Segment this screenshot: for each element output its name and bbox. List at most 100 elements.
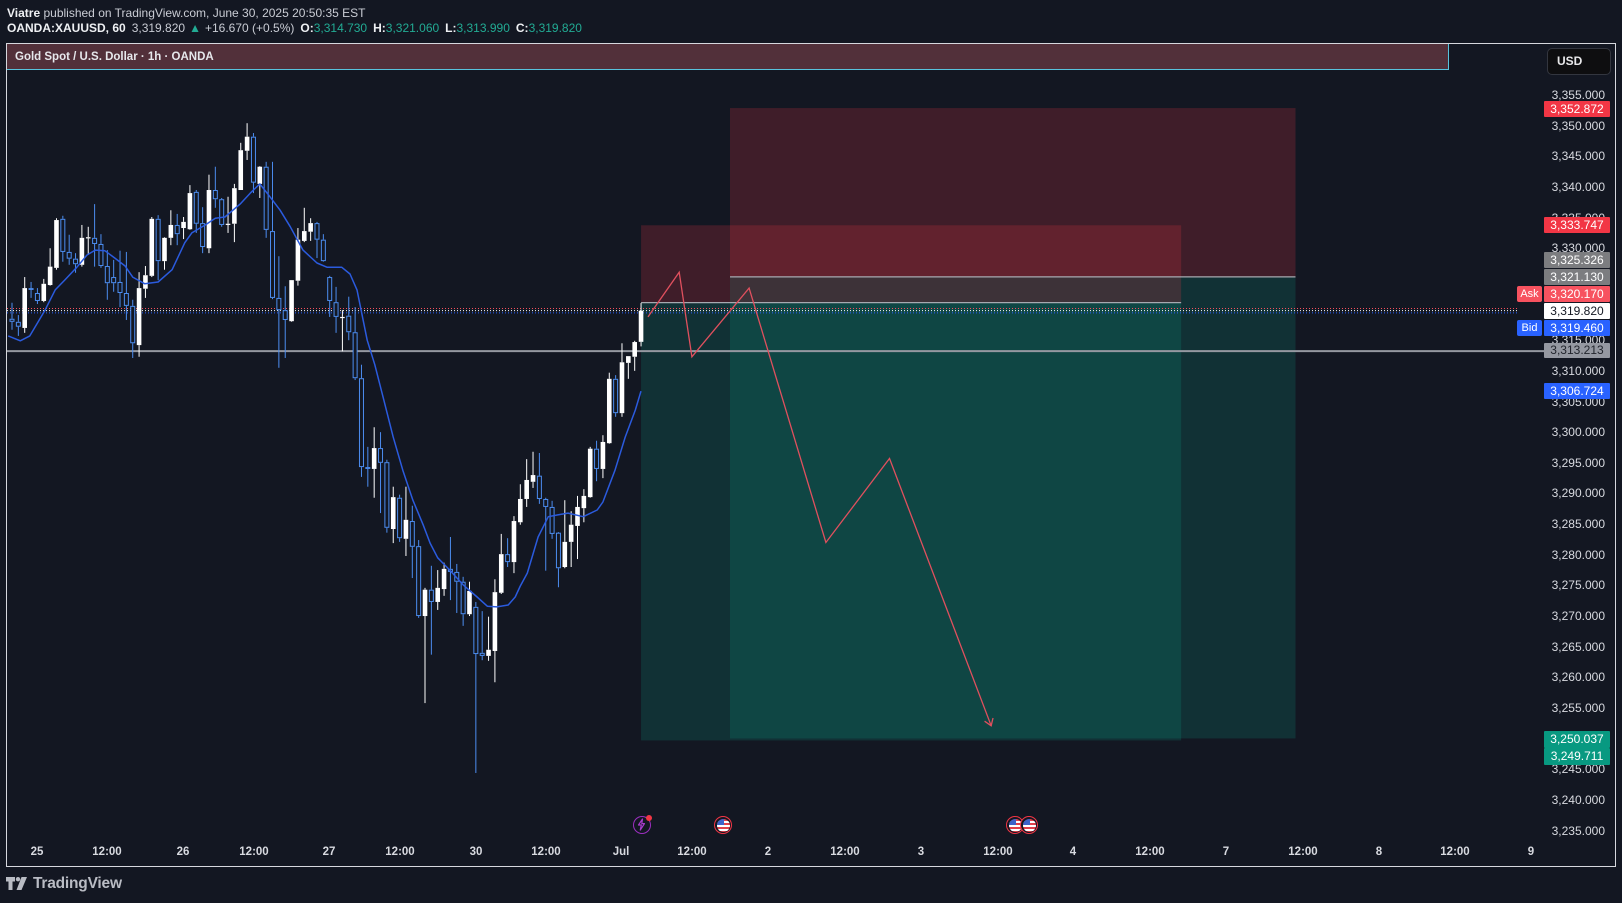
lightning-icon[interactable] (633, 815, 652, 834)
notification-dot (646, 815, 652, 821)
bid-tag: Bid (1517, 320, 1542, 336)
time-label: 12:00 (1135, 846, 1165, 858)
up-candle (581, 489, 587, 523)
candle-body (460, 581, 466, 615)
candle-body (467, 590, 472, 615)
up-candle (638, 303, 644, 347)
price-tick-label: 3,350.000 (1551, 118, 1605, 133)
short-position-tool[interactable] (730, 108, 1296, 739)
candle-body (225, 223, 231, 225)
entry-large-label: 3,325.326 (1544, 252, 1610, 268)
open-value: 3,314.730 (313, 21, 368, 35)
price-tick-label: 3,285.000 (1551, 517, 1605, 532)
candle-body (117, 281, 123, 293)
candle-body (301, 231, 307, 241)
price-tick-label: 3,300.000 (1551, 425, 1605, 440)
time-label: 12:00 (239, 846, 269, 858)
open-label: O: (300, 21, 314, 35)
time-label: 12:00 (1440, 846, 1470, 858)
down-candle (346, 296, 352, 341)
candle-body (41, 283, 47, 301)
up-candle (403, 486, 409, 556)
down-candle (66, 234, 72, 265)
up-candle (187, 185, 193, 230)
time-label: 12:00 (983, 846, 1013, 858)
up-triangle-icon: ▲ (189, 21, 201, 35)
price-tick-label: 3,260.000 (1551, 670, 1605, 685)
author-name[interactable]: Viatre (7, 6, 41, 20)
up-candle (206, 174, 212, 254)
candle-body (606, 378, 612, 444)
up-candle (441, 562, 447, 596)
price-tick-label: 3,340.000 (1551, 179, 1605, 194)
down-candle (212, 166, 218, 208)
candle-body (371, 448, 377, 469)
down-candle (536, 452, 542, 504)
price-tick-label: 3,275.000 (1551, 578, 1605, 593)
target-small-label: 3,249.711 (1544, 748, 1610, 765)
chart-legend-title[interactable]: Gold Spot / U.S. Dollar · 1h · OANDA (7, 44, 1449, 70)
down-candle (333, 286, 339, 333)
price-tick-label: 3,265.000 (1551, 639, 1605, 654)
up-candle (308, 218, 313, 241)
up-candle (422, 587, 428, 704)
down-candle (155, 215, 161, 281)
up-candle (225, 196, 231, 233)
short-position-tool[interactable] (641, 225, 1182, 741)
candle-body (212, 190, 218, 200)
time-label: Jul (612, 846, 630, 858)
us-flag-icon[interactable] (1020, 816, 1038, 834)
candle-body (587, 448, 593, 498)
up-candle (181, 216, 186, 240)
stop-loss-large-label: 3,352.872 (1544, 101, 1610, 117)
candle-body (130, 305, 136, 344)
candle-body (473, 606, 479, 655)
down-candle (28, 281, 34, 298)
candle-body (28, 288, 34, 290)
candle-body (34, 292, 40, 301)
candle-body (441, 568, 447, 590)
price-tick-label: 3,235.000 (1551, 823, 1605, 838)
entry-small-label: 3,321.130 (1544, 269, 1610, 285)
candle-body (549, 506, 555, 534)
price-tick-label: 3,310.000 (1551, 363, 1605, 378)
candle-body (85, 237, 91, 239)
up-candle (143, 266, 148, 298)
ask-tag: Ask (1517, 286, 1542, 302)
candle-body (22, 288, 28, 328)
candle-body (486, 649, 491, 656)
price-tick-label: 3,280.000 (1551, 547, 1605, 562)
candle-body (200, 223, 206, 248)
time-label: 8 (1375, 846, 1383, 858)
candle-body (543, 498, 549, 507)
time-label: 12:00 (830, 846, 860, 858)
time-label: 12:00 (385, 846, 415, 858)
candle-body (358, 378, 364, 468)
bolt-glyph (637, 818, 646, 831)
candle-body (187, 193, 193, 230)
us-flag-icon[interactable] (714, 816, 732, 834)
moving-average-line[interactable] (7, 183, 642, 608)
down-candle (250, 133, 256, 194)
candle-body (295, 239, 301, 281)
currency-button[interactable]: USD (1547, 48, 1611, 75)
candle-body (524, 479, 529, 499)
time-label: 25 (30, 846, 44, 858)
time-label: 12:00 (1288, 846, 1318, 858)
time-label: 9 (1527, 846, 1535, 858)
down-candle (9, 302, 15, 330)
down-candle (384, 459, 390, 533)
candle-body (397, 497, 403, 539)
projection-path[interactable] (647, 270, 992, 727)
candle-body (505, 554, 511, 563)
candle-body (238, 150, 244, 191)
low-value: 3,313.990 (456, 21, 510, 35)
candle-body (104, 266, 110, 284)
candle-body (263, 166, 269, 230)
candle-body (168, 224, 174, 238)
candle-body (428, 589, 434, 602)
horizontal-line-label: 3,313.213 (1544, 343, 1610, 358)
down-candle (454, 563, 460, 613)
down-candle (104, 250, 110, 300)
